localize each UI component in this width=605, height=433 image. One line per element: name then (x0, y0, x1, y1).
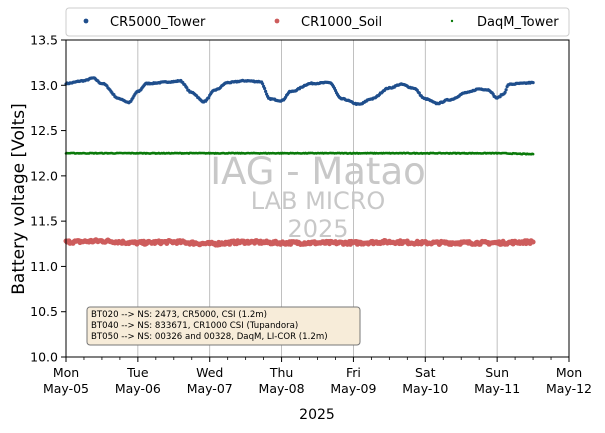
x-tick-day: Mon (53, 365, 79, 380)
x-axis-label: 2025 (299, 407, 335, 423)
x-tick-day: Fri (346, 365, 361, 380)
legend-marker-cr1000 (274, 18, 280, 24)
x-tick-day: Mon (556, 365, 582, 380)
x-tick-date: May-06 (115, 381, 161, 396)
y-tick-label: 12.5 (30, 123, 58, 138)
x-tick-date: May-05 (43, 381, 89, 396)
watermark-subtitle: LAB MICRO (251, 187, 386, 215)
x-tick-date: May-12 (546, 381, 592, 396)
legend-label-daqm: DaqM_Tower (477, 15, 559, 30)
annotation-line-3: BT050 --> NS: 00326 and 00328, DaqM, LI-… (91, 332, 328, 342)
x-tick-day: Sun (485, 365, 509, 380)
legend: CR5000_Tower CR1000_Soil DaqM_Tower (65, 7, 570, 37)
data-point (531, 152, 535, 156)
y-tick-label: 10.5 (30, 304, 58, 319)
y-tick-label: 13.5 (30, 33, 58, 48)
axes: MonMay-05TueMay-06WedMay-07ThuMay-08FriM… (30, 33, 592, 397)
x-tick-day: Thu (269, 365, 293, 380)
data-point (263, 86, 267, 91)
data-point (261, 82, 265, 86)
y-tick-label: 12.0 (30, 168, 58, 183)
annotation-line-2: BT040 --> NS: 833671, CR1000 CSI (Tupand… (91, 321, 298, 331)
data-series (63, 76, 536, 248)
annotation-line-1: BT020 --> NS: 2473, CR5000, CSI (1.2m) (91, 310, 267, 320)
y-tick-label: 11.0 (30, 259, 58, 274)
y-tick-label: 11.5 (30, 214, 58, 229)
x-tick-date: May-08 (259, 381, 305, 396)
data-point (264, 89, 268, 93)
legend-marker-cr5000 (83, 18, 89, 24)
legend-label-cr1000: CR1000_Soil (301, 15, 382, 30)
x-tick-day: Wed (196, 365, 223, 380)
watermark: IAG - Matao LAB MICRO 2025 (210, 150, 426, 243)
series-DaqM_Tower (64, 151, 535, 156)
annotation-box: BT020 --> NS: 2473, CR5000, CSI (1.2m) B… (86, 306, 361, 346)
data-point (207, 96, 211, 100)
data-point (504, 88, 508, 92)
data-point (503, 90, 507, 94)
legend-label-cr5000: CR5000_Tower (110, 15, 206, 30)
watermark-year: 2025 (287, 215, 348, 243)
x-tick-day: Sat (415, 365, 436, 380)
x-tick-date: May-07 (187, 381, 233, 396)
x-tick-date: May-09 (330, 381, 376, 396)
data-point (530, 239, 536, 245)
series-CR1000_Soil (63, 237, 536, 248)
data-point (185, 86, 189, 90)
x-tick-day: Tue (126, 365, 149, 380)
x-tick-date: May-11 (474, 381, 520, 396)
x-tick-date: May-10 (402, 381, 448, 396)
data-point (531, 81, 535, 85)
watermark-title: IAG - Matao (210, 150, 426, 193)
y-tick-label: 13.0 (30, 78, 58, 93)
series-CR5000_Tower (64, 76, 535, 106)
y-axis-label: Battery voltage [Volts] (9, 103, 29, 294)
y-tick-label: 10.0 (30, 350, 58, 365)
legend-marker-daqm (450, 19, 454, 23)
